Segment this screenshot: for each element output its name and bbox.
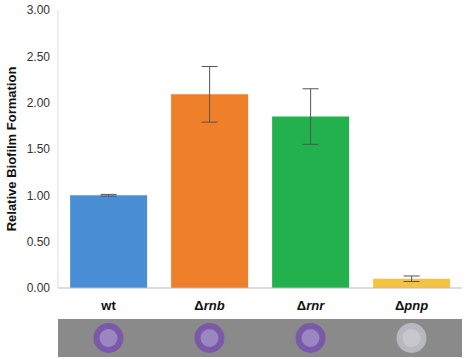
svg-text:1.00: 1.00: [27, 189, 51, 203]
svg-text:Δrnr: Δrnr: [297, 298, 325, 313]
svg-text:3.00: 3.00: [27, 3, 51, 17]
svg-text:Relative Biofilm Formation: Relative Biofilm Formation: [4, 67, 19, 232]
svg-text:Δpnp: Δpnp: [395, 298, 428, 313]
svg-text:2.00: 2.00: [27, 96, 51, 110]
svg-text:wt: wt: [100, 298, 116, 313]
svg-text:2.50: 2.50: [27, 50, 51, 64]
svg-text:0.50: 0.50: [27, 235, 51, 249]
svg-text:0.00: 0.00: [27, 281, 51, 295]
svg-text:Δrnb: Δrnb: [194, 298, 224, 313]
svg-text:1.50: 1.50: [27, 142, 51, 156]
